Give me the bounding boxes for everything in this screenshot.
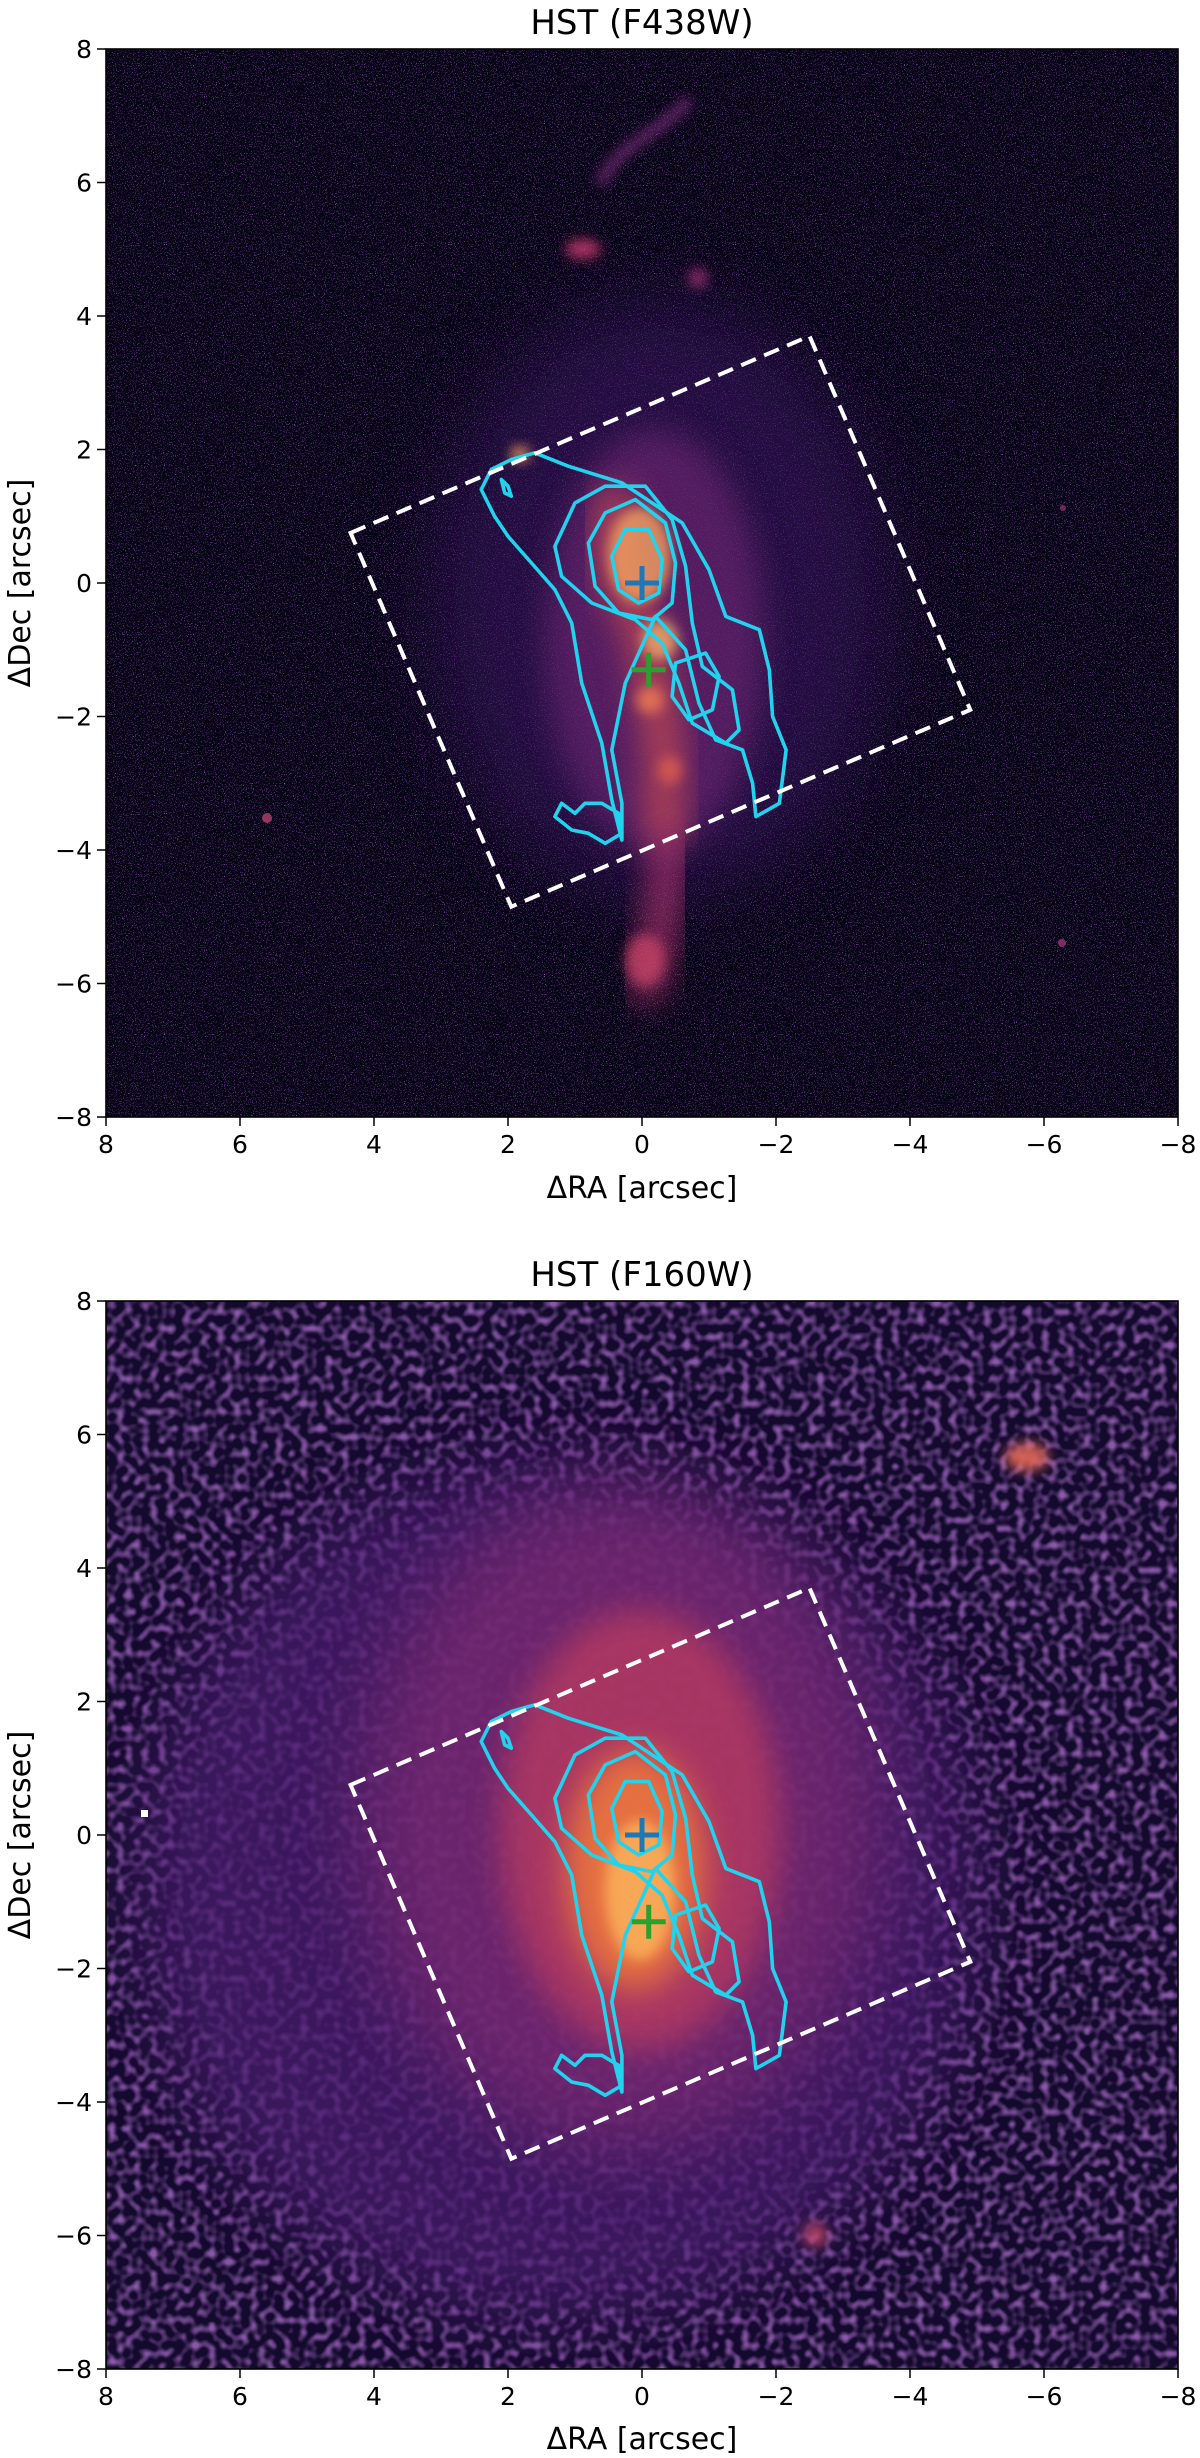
contour-line <box>610 527 664 605</box>
y-tick-label: 4 <box>76 302 92 331</box>
contour-line <box>610 1779 664 1857</box>
x-axis-label: ΔRA [arcsec] <box>547 1171 738 1206</box>
y-tick-label: 6 <box>76 1421 92 1450</box>
contour-line <box>479 1703 788 2094</box>
y-tick-label: 8 <box>76 1287 92 1316</box>
panel-title: HST (F160W) <box>530 1255 753 1295</box>
y-tick-label: 8 <box>76 35 92 64</box>
panel-f438w: HST (F438W) <box>3 3 1196 1206</box>
panel-title: HST (F438W) <box>530 3 753 43</box>
x-tick-label: −4 <box>892 2382 929 2411</box>
x-tick-label: −8 <box>1160 2382 1197 2411</box>
x-tick-label: 2 <box>500 2382 516 2411</box>
x-tick-label: −2 <box>758 1130 795 1159</box>
y-tick-label: 0 <box>76 569 92 598</box>
y-tick-label: −2 <box>55 1955 92 1984</box>
contour-line <box>553 484 741 745</box>
y-tick-label: −8 <box>55 2355 92 2384</box>
cross-marker <box>625 566 659 600</box>
contour-line <box>553 1736 741 1997</box>
x-tick-label: −2 <box>758 2382 795 2411</box>
x-tick-label: −8 <box>1160 1130 1197 1159</box>
y-axis-label: ΔDec [arcsec] <box>3 1731 38 1940</box>
x-tick-label: 4 <box>366 2382 382 2411</box>
contour-line <box>586 1749 678 1874</box>
y-tick-label: −6 <box>55 2222 92 2251</box>
y-tick-label: −8 <box>55 1103 92 1132</box>
x-tick-label: −4 <box>892 1130 929 1159</box>
y-tick-label: −2 <box>55 703 92 732</box>
x-tick-label: 0 <box>634 1130 650 1159</box>
contour-line <box>586 497 678 622</box>
y-tick-label: 4 <box>76 1554 92 1583</box>
y-tick-label: 6 <box>76 169 92 198</box>
field-of-view-box <box>347 333 973 910</box>
image-f160w <box>106 1301 1178 2369</box>
x-tick-label: −6 <box>1026 2382 1063 2411</box>
y-tick-label: −4 <box>55 836 92 865</box>
cross-marker <box>631 652 666 687</box>
x-tick-label: 6 <box>232 2382 248 2411</box>
contour-line <box>553 2053 624 2098</box>
y-tick-label: 0 <box>76 1821 92 1850</box>
y-tick-label: 2 <box>76 436 92 465</box>
x-tick-label: 8 <box>98 2382 114 2411</box>
contour-line <box>553 801 624 846</box>
contour-line <box>670 1903 721 1974</box>
contour-line <box>499 477 514 498</box>
x-tick-label: 6 <box>232 1130 248 1159</box>
x-tick-label: 2 <box>500 1130 516 1159</box>
contour-line <box>670 651 721 722</box>
x-tick-label: 8 <box>98 1130 114 1159</box>
y-tick-label: −4 <box>55 2088 92 2117</box>
x-tick-label: 0 <box>634 2382 650 2411</box>
x-tick-label: −6 <box>1026 1130 1063 1159</box>
contour-line <box>479 451 788 842</box>
y-tick-label: −6 <box>55 970 92 999</box>
x-tick-label: 4 <box>366 1130 382 1159</box>
cross-marker <box>631 1904 666 1939</box>
x-axis-label: ΔRA [arcsec] <box>547 2422 738 2457</box>
cross-marker <box>625 1818 659 1852</box>
contour-line <box>499 1729 514 1750</box>
field-of-view-box <box>347 1585 973 2162</box>
y-axis-label: ΔDec [arcsec] <box>3 479 38 688</box>
y-tick-label: 2 <box>76 1688 92 1717</box>
